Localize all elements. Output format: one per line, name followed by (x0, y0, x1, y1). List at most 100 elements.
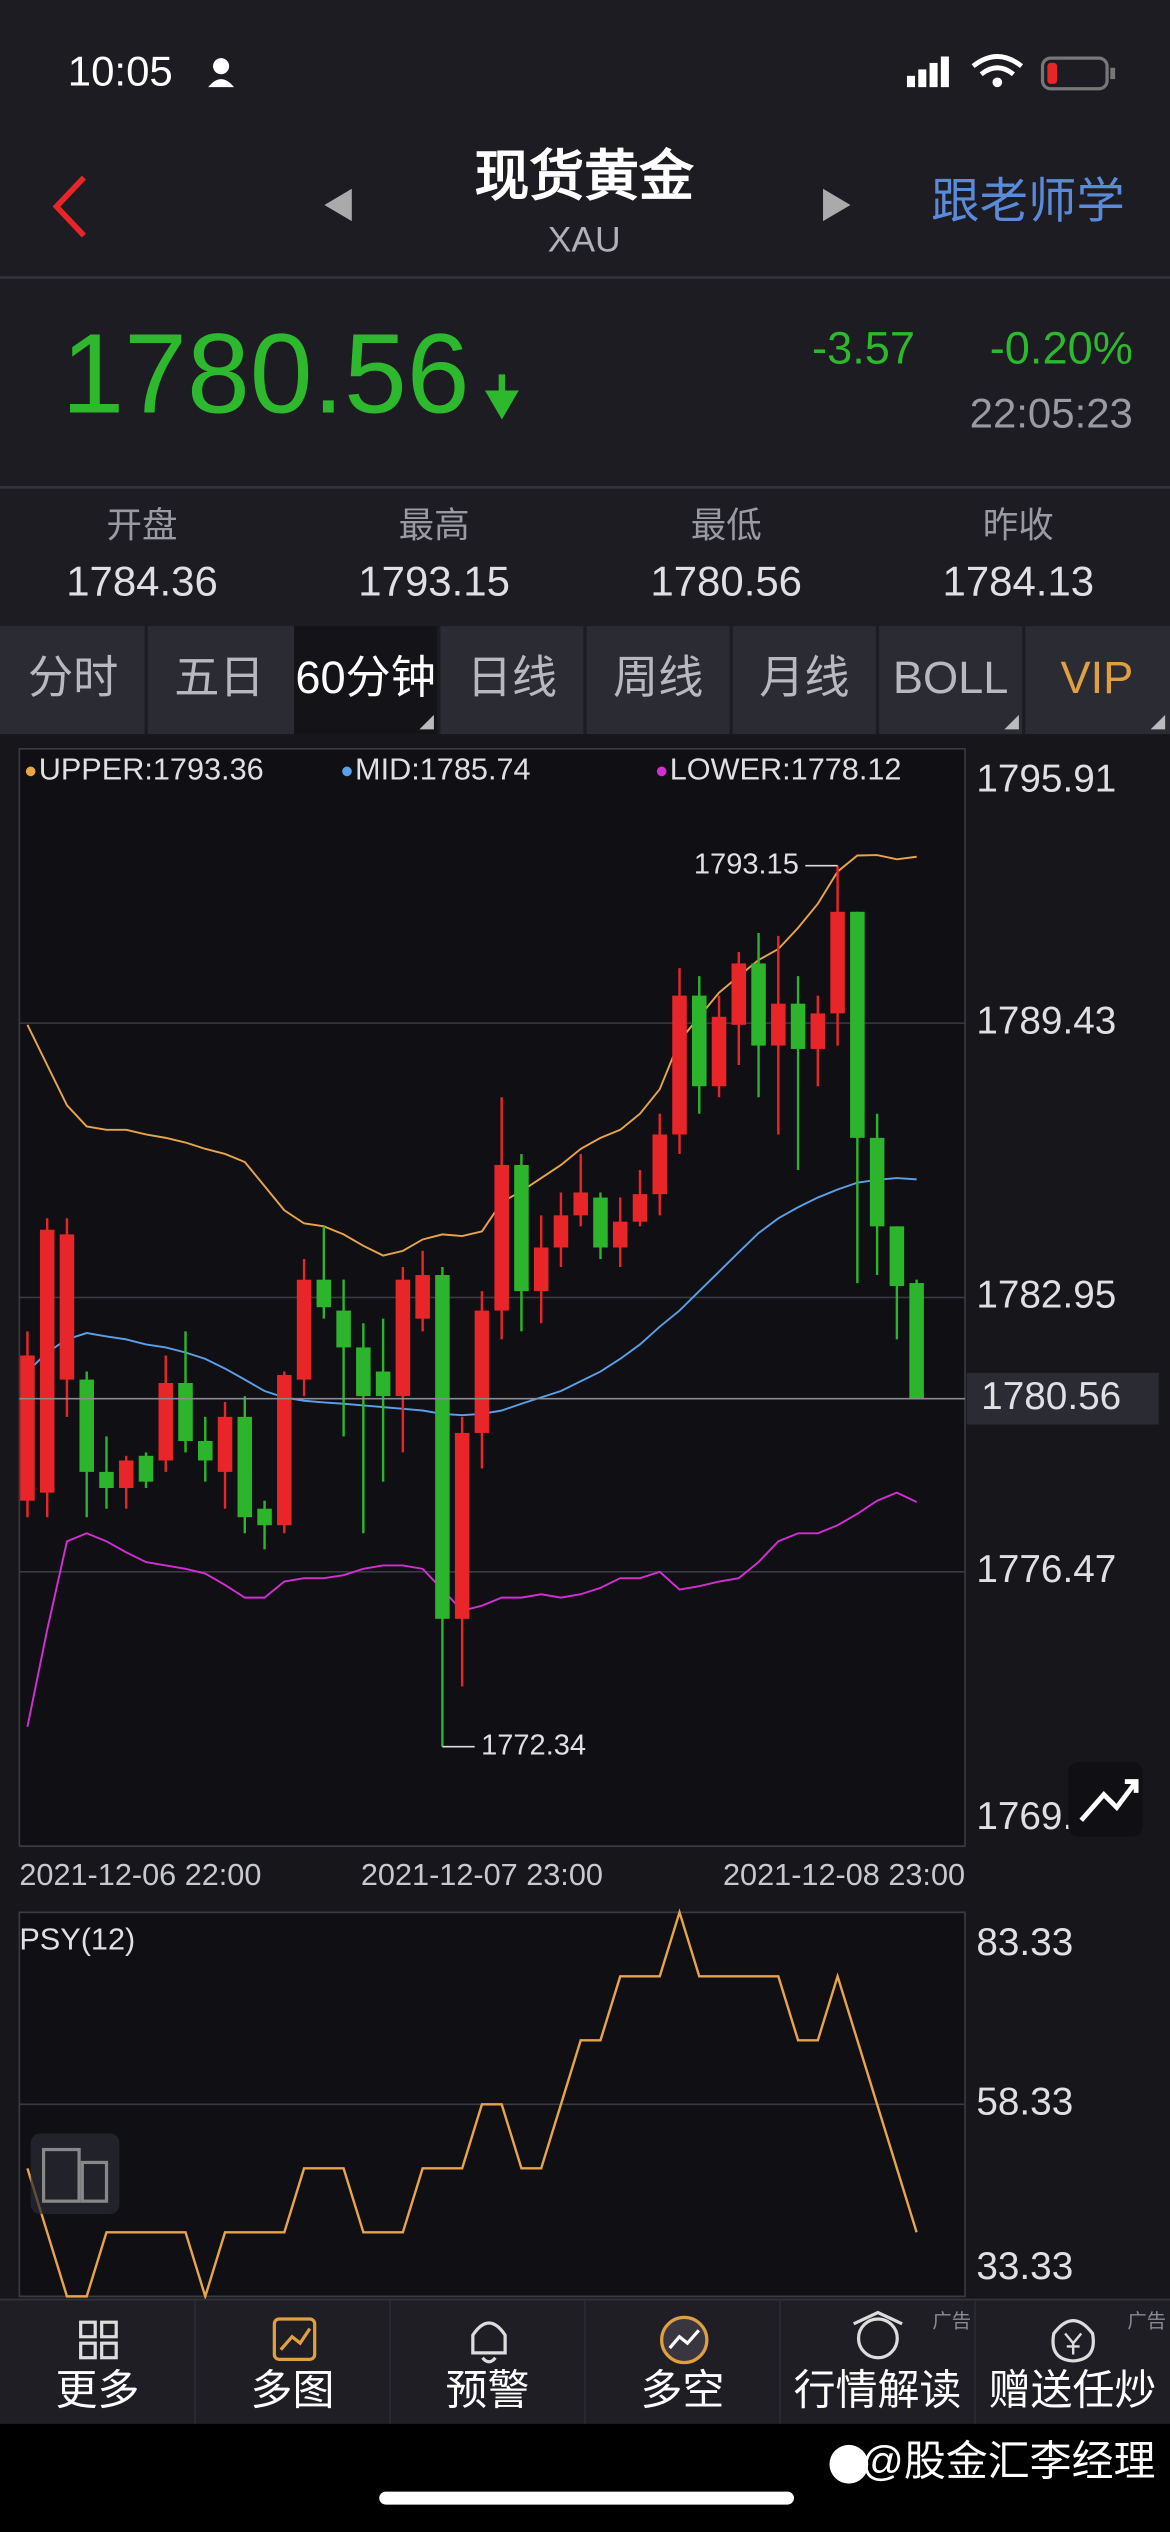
candle-body (632, 1194, 648, 1222)
expand-icon (80, 2160, 109, 2203)
status-user-icon (208, 79, 234, 88)
tab[interactable]: VIP (1060, 652, 1133, 703)
stat-label: 开盘 (107, 505, 178, 545)
candle-body (850, 911, 865, 1138)
charts: 1795.911789.431782.951776.471769.992021-… (19, 747, 1159, 2301)
candle-body (612, 1221, 628, 1248)
candle-body (118, 1460, 134, 1488)
candle-body (573, 1192, 588, 1216)
prev-button[interactable] (324, 188, 352, 222)
candle-body (138, 1455, 154, 1482)
candle-body (435, 1275, 450, 1619)
signal-bar (906, 75, 916, 88)
tab[interactable]: 五日 (174, 652, 264, 703)
stat-label: 最高 (399, 505, 470, 545)
candle-body (790, 1003, 806, 1049)
nav-label[interactable]: 行情解读 (794, 2366, 962, 2413)
tab-active-bg (294, 626, 439, 735)
legend-label: UPPER:1793.36 (39, 752, 264, 786)
nav-icon-multi (279, 2327, 312, 2351)
nav-icon-alert (471, 2321, 507, 2364)
quote-price: 1780.56 (61, 310, 469, 436)
wifi-icon (971, 54, 1024, 77)
candle-body (198, 1440, 213, 1461)
legend-marker (25, 766, 36, 777)
signal-icon (906, 56, 949, 88)
nav-icon-analysis (853, 2310, 903, 2326)
candle-body (158, 1382, 174, 1461)
legend-label: LOWER:1778.12 (670, 752, 902, 786)
x-tick-label: 2021-12-08 23:00 (723, 1858, 965, 1892)
nav-label[interactable]: 预警 (446, 2366, 530, 2413)
y-tick-label: 1795.91 (976, 757, 1116, 800)
candle-body (514, 1164, 529, 1292)
legend-marker (656, 766, 667, 777)
stats: 开盘 1784.36 最高 1793.15 最低 1780.56 昨收 1784.13 (66, 505, 1094, 604)
quote-change-pct: -0.20% (990, 323, 1133, 374)
y-tick-label: 1776.47 (976, 1548, 1116, 1591)
candle-body (178, 1382, 193, 1441)
tab[interactable]: 月线 (759, 652, 849, 703)
nav-icon-more (79, 2320, 118, 2360)
icon-part (100, 2320, 118, 2339)
candle-body (652, 1134, 668, 1195)
tab[interactable]: BOLL (893, 652, 1009, 703)
indicator-line (26, 1491, 918, 1727)
back-button[interactable] (52, 175, 86, 238)
home-area (0, 2423, 1170, 2532)
nav-icon-gift (1064, 2332, 1083, 2355)
stat-label: 最低 (691, 505, 762, 545)
candle-body (454, 1432, 470, 1619)
stat-label: 昨收 (983, 505, 1054, 545)
expand-button[interactable] (30, 2133, 120, 2215)
chart-mode-icon (1079, 1779, 1139, 1822)
wifi-icon (992, 77, 1003, 88)
candle-body (59, 1234, 75, 1380)
nav-label[interactable]: 赠送任炒 (989, 2366, 1157, 2413)
candle-body (237, 1416, 253, 1518)
tab[interactable]: 日线 (467, 652, 557, 703)
ad-tag: 广告 (932, 2310, 971, 2332)
candle-body (99, 1471, 114, 1488)
x-tick-label: 2021-12-06 22:00 (19, 1858, 261, 1892)
candle-body (296, 1279, 312, 1380)
y-tick-label: 1789.43 (976, 999, 1116, 1042)
stat-value: 1780.56 (650, 557, 802, 604)
candle-body (415, 1275, 430, 1319)
nav-icon-longshort (668, 2329, 700, 2350)
nav-label[interactable]: 更多 (56, 2366, 140, 2413)
next-button[interactable] (823, 188, 851, 222)
tabs: 分时 五日 60分钟 日线 周线 月线 BOLL VIP (28, 626, 1166, 735)
candle-body (889, 1226, 905, 1287)
tab[interactable]: 分时 (28, 652, 118, 703)
nav-label[interactable]: 多空 (641, 2366, 725, 2413)
nav-label[interactable]: 多图 (251, 2366, 335, 2413)
last-price-label: 1780.56 (981, 1375, 1121, 1418)
y-tick-label: 58.33 (976, 2081, 1073, 2124)
tab[interactable]: 60分钟 (295, 652, 436, 703)
quote-time: 22:05:23 (970, 389, 1133, 436)
ad-tag: 广告 (1127, 2310, 1166, 2332)
stat-value: 1793.15 (358, 557, 510, 604)
legend-marker (342, 766, 352, 777)
tab[interactable]: 周线 (613, 652, 703, 703)
candle-body (375, 1371, 391, 1397)
battery-tip (1110, 67, 1116, 80)
icon-part (100, 2341, 118, 2360)
header-action[interactable]: 跟老师学 (931, 175, 1125, 229)
psy-line (26, 1908, 918, 2301)
price-down-arrow (484, 374, 519, 420)
quote-change: -3.57 (812, 323, 915, 374)
candle-body (217, 1416, 233, 1472)
expand-icon (41, 2147, 81, 2203)
last-price-tag (966, 1372, 1159, 1425)
y-tick-label: 33.33 (976, 2245, 1073, 2288)
signal-bar (929, 62, 938, 88)
candle-body (692, 995, 707, 1087)
battery-level (1047, 62, 1058, 84)
candle-body (494, 1164, 509, 1311)
candle-body (277, 1374, 292, 1526)
watermark-logo (829, 2444, 869, 2484)
nav-icon-analysis (856, 2317, 899, 2360)
